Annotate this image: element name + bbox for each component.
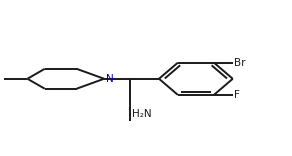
Text: Br: Br xyxy=(234,58,246,68)
Text: N: N xyxy=(105,74,113,84)
Text: F: F xyxy=(234,90,240,100)
Text: H₂N: H₂N xyxy=(131,109,151,119)
